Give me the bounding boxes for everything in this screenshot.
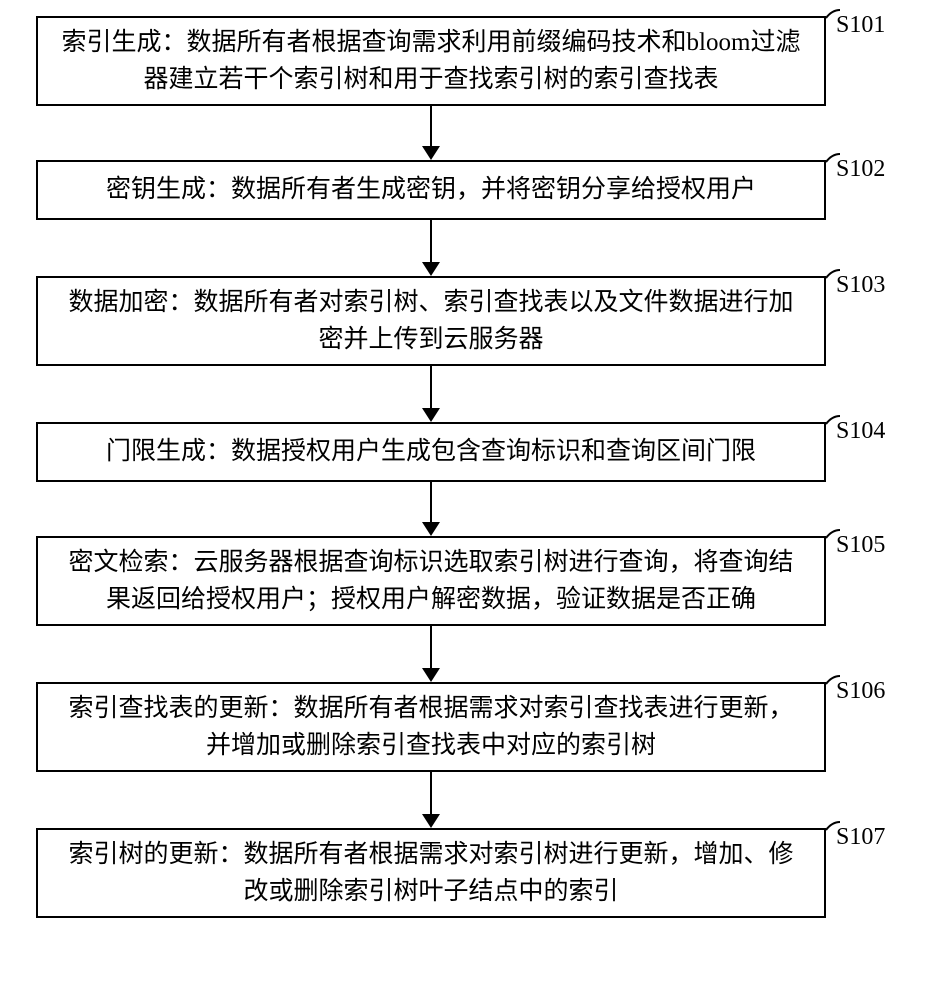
label-connector <box>824 414 844 434</box>
flowchart-arrow <box>430 772 432 826</box>
flowchart-step-text: 密文检索：云服务器根据查询标识选取索引树进行查询，将查询结果返回给授权用户；授权… <box>58 544 804 619</box>
label-connector <box>824 152 844 172</box>
flowchart-step-box: 数据加密：数据所有者对索引树、索引查找表以及文件数据进行加密并上传到云服务器 <box>36 276 826 366</box>
flowchart-arrow <box>430 220 432 274</box>
flowchart-step-box: 索引树的更新：数据所有者根据需求对索引树进行更新，增加、修改或删除索引树叶子结点… <box>36 828 826 918</box>
label-connector <box>824 820 844 840</box>
flowchart-arrow <box>430 626 432 680</box>
flowchart-step-text: 数据加密：数据所有者对索引树、索引查找表以及文件数据进行加密并上传到云服务器 <box>58 284 804 359</box>
flowchart-arrow <box>430 106 432 158</box>
flowchart-step-box: 索引生成：数据所有者根据查询需求利用前缀编码技术和bloom过滤器建立若干个索引… <box>36 16 826 106</box>
flowchart-step-box: 密文检索：云服务器根据查询标识选取索引树进行查询，将查询结果返回给授权用户；授权… <box>36 536 826 626</box>
flowchart-step-box: 密钥生成：数据所有者生成密钥，并将密钥分享给授权用户 <box>36 160 826 220</box>
flowchart-arrow <box>430 366 432 420</box>
flowchart-step-text: 索引树的更新：数据所有者根据需求对索引树进行更新，增加、修改或删除索引树叶子结点… <box>58 836 804 911</box>
flowchart-step-text: 门限生成：数据授权用户生成包含查询标识和查询区间门限 <box>106 433 756 471</box>
flowchart-step-box: 门限生成：数据授权用户生成包含查询标识和查询区间门限 <box>36 422 826 482</box>
flowchart-step-text: 索引生成：数据所有者根据查询需求利用前缀编码技术和bloom过滤器建立若干个索引… <box>58 24 804 99</box>
label-connector <box>824 528 844 548</box>
label-connector <box>824 674 844 694</box>
flowchart-step-text: 索引查找表的更新：数据所有者根据需求对索引查找表进行更新，并增加或删除索引查找表… <box>58 690 804 765</box>
flowchart-step-box: 索引查找表的更新：数据所有者根据需求对索引查找表进行更新，并增加或删除索引查找表… <box>36 682 826 772</box>
flowchart-arrow <box>430 482 432 534</box>
label-connector <box>824 8 844 28</box>
label-connector <box>824 268 844 288</box>
flowchart-step-text: 密钥生成：数据所有者生成密钥，并将密钥分享给授权用户 <box>106 171 756 209</box>
